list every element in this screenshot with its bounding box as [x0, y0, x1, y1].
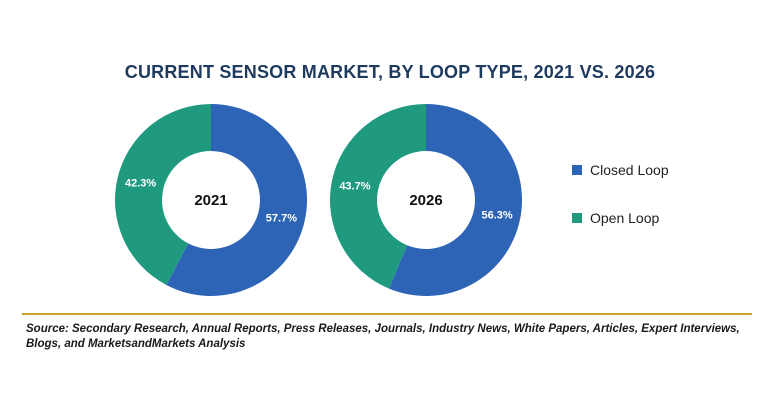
slice-label-open-loop-2026: 43.7% — [339, 181, 370, 193]
chart-title: CURRENT SENSOR MARKET, BY LOOP TYPE, 202… — [124, 62, 656, 82]
donut-center-label-2021: 2021 — [194, 192, 227, 209]
legend-item-closed-loop: Closed Loop — [572, 160, 669, 180]
legend-swatch-closed-loop — [572, 165, 582, 175]
legend-label-open-loop: Open Loop — [590, 210, 660, 226]
divider-line — [22, 313, 752, 315]
legend-label-closed-loop: Closed Loop — [590, 162, 669, 178]
slice-label-open-loop-2021: 42.3% — [125, 178, 156, 190]
slice-label-closed-loop-2021: 57.7% — [266, 212, 297, 224]
legend: Closed Loop Open Loop — [572, 160, 669, 256]
slice-closed-loop-2026 — [388, 104, 522, 296]
slice-open-loop-2026 — [330, 104, 426, 289]
donut-center-label-2026: 2026 — [409, 192, 442, 209]
legend-item-open-loop: Open Loop — [572, 208, 669, 228]
slice-closed-loop-2021 — [166, 104, 307, 296]
slice-open-loop-2021 — [114, 104, 211, 285]
donut-chart-2026: 56.3% 43.7% 2026 — [330, 104, 522, 296]
slice-label-closed-loop-2026: 56.3% — [481, 209, 512, 221]
legend-swatch-open-loop — [572, 213, 582, 223]
donut-chart-2021: 57.7% 42.3% 2021 — [114, 104, 307, 296]
source-note: Source: Secondary Research, Annual Repor… — [26, 323, 740, 350]
